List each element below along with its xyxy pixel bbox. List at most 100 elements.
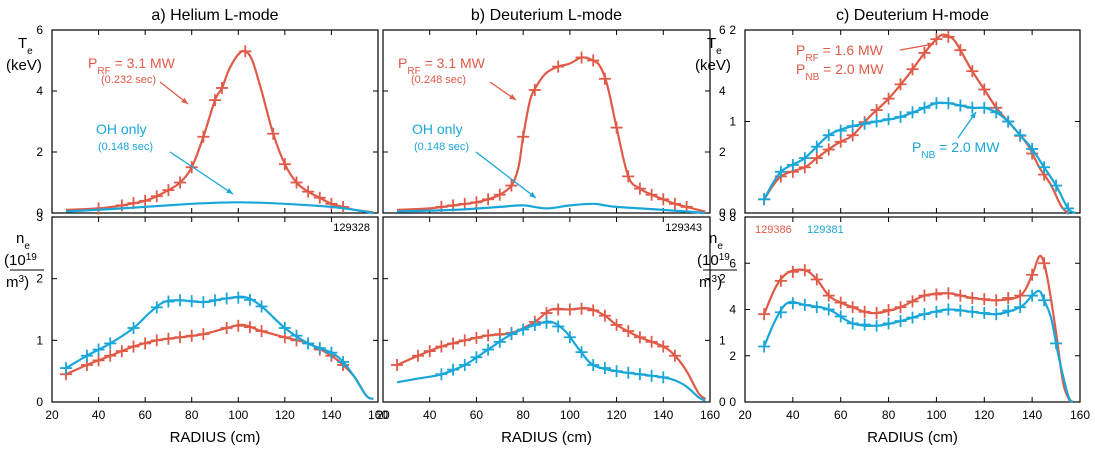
annotation-arrow-nb-head (970, 112, 976, 119)
x-tick-label: 60 (138, 408, 152, 422)
y-tick-label: 4 (719, 84, 726, 98)
x-tick-label: 120 (607, 408, 627, 422)
x-axis-label: RADIUS (cm) (501, 429, 592, 446)
y-tick-label: 4 (36, 84, 43, 98)
annotation-arrow-oh-head (226, 188, 233, 194)
x-tick-label: 100 (228, 408, 248, 422)
series-line-blue (396, 202, 706, 215)
y-tick-label: 2 (36, 145, 43, 159)
panel-a-top: 0 2 4 6 (36, 23, 379, 220)
x-tick-label: 20 (45, 408, 59, 422)
y-axis-label: Te (707, 35, 722, 57)
panel-title: a) Helium L-mode (151, 7, 278, 24)
x-tick-label: 160 (1070, 408, 1090, 422)
y-tick-label: 3 (36, 210, 43, 224)
annotation-arrow-rf-head (927, 42, 934, 48)
x-tick-label: 120 (275, 408, 295, 422)
y-tick-label: 6 (729, 256, 736, 270)
x-tick-label: 140 (653, 408, 673, 422)
annotation-nb-power: PNB = 2.0 MW (796, 61, 884, 83)
y-tick-label: 6 (36, 23, 43, 37)
y-axis-unit-bottom: m3) (699, 274, 722, 292)
y-axis-unit: (keV) (6, 57, 42, 74)
x-tick-label: 140 (1022, 408, 1042, 422)
series-line-red (65, 323, 374, 400)
panel-title: c) Deuterium H-mode (836, 7, 989, 24)
y-tick-label: 1 (729, 115, 736, 129)
annotation-rf-time: (0.232 sec) (101, 74, 156, 86)
x-tick-label: 100 (926, 408, 946, 422)
panel-frame (382, 29, 711, 214)
annotation-arrow-oh (169, 151, 234, 195)
shot-number-red: 129386 (755, 224, 792, 236)
panel-frame (51, 29, 379, 214)
titles-layer: a) Helium L-mode b) Deuterium L-mode c) De… (151, 7, 989, 24)
x-tick-label: 60 (834, 408, 848, 422)
annotation-oh-only: OH only (96, 121, 147, 137)
y-tick-label: 0 (36, 206, 43, 220)
x-tick-label: 20 (376, 408, 390, 422)
series-line-red (763, 254, 1072, 403)
annotation-nb-blue: PNB = 2.0 MW (912, 139, 1000, 161)
annotation-rf-power: PRF = 3.1 MW (88, 55, 176, 77)
y-axis-unit-top: (1019 (697, 252, 730, 270)
annotation-rf-time: (0.248 sec) (411, 74, 466, 86)
y-tick-label: 2 (719, 145, 726, 159)
panel-c-top: 0 1 2 (729, 23, 1081, 220)
y-tick-label: 8 (729, 210, 736, 224)
x-tick-label: 60 (470, 408, 484, 422)
y-tick-label: 3 (719, 210, 726, 224)
y-tick-label: 0 (36, 395, 43, 409)
panel-a-bottom: 20 40 60 80 100 120 140 160 0 1 2 3 129328 (36, 210, 388, 422)
annotation-rf-power: PRF = 3.1 MW (398, 55, 486, 77)
shot-number: 129343 (665, 222, 702, 234)
y-tick-label: 0 (729, 206, 736, 220)
y-tick-label: 1 (36, 333, 43, 347)
annotation-oh-time: (0.148 sec) (414, 141, 469, 153)
annotations-layer: PRF = 3.1 MW(0.232 sec)OH only(0.148 sec… (88, 42, 1000, 199)
series-line-blue (396, 320, 706, 402)
y-axis-label: Te (18, 35, 33, 57)
x-tick-label: 80 (516, 408, 530, 422)
panel-b-top: 0 2 4 6 (382, 23, 726, 220)
panel-c-bottom: 20 40 60 80 100 120 140 160 0 2 4 6 8 129386 129381 (729, 210, 1090, 422)
panel-title: b) Deuterium L-mode (471, 7, 622, 24)
annotation-arrow-rf-head (181, 97, 188, 104)
series-line-red (396, 56, 706, 213)
shot-number-blue: 129381 (807, 224, 844, 236)
y-tick-label: 1 (719, 333, 726, 347)
x-tick-label: 80 (185, 408, 199, 422)
annotation-arrow-oh (475, 151, 537, 199)
y-axis-unit: (keV) (695, 57, 731, 74)
x-tick-label: 100 (560, 408, 580, 422)
y-tick-label: 4 (729, 303, 736, 317)
series-line-blue (65, 201, 374, 215)
x-tick-label: 40 (786, 408, 800, 422)
y-tick-label: 2 (729, 349, 736, 363)
panel-frame (51, 216, 379, 403)
x-tick-label: 120 (974, 408, 994, 422)
y-axis-unit-top: (1019 (4, 252, 37, 270)
x-tick-label: 40 (92, 408, 106, 422)
x-axis-label: RADIUS (cm) (170, 429, 261, 446)
y-axis-unit-bottom: m3) (6, 274, 29, 292)
x-tick-label: 160 (700, 408, 720, 422)
annotation-oh-time: (0.148 sec) (98, 141, 153, 153)
panel-frame (382, 216, 711, 403)
y-tick-label: 2 (719, 272, 726, 286)
series-line-blue (763, 289, 1074, 403)
y-axis-label: ne (16, 230, 30, 252)
annotation-arrow-oh-head (529, 191, 536, 198)
y-tick-label: 0 (719, 206, 726, 220)
x-tick-label: 160 (368, 408, 388, 422)
x-tick-label: 140 (321, 408, 341, 422)
y-tick-label: 6 (719, 23, 726, 37)
x-tick-label: 40 (423, 408, 437, 422)
annotation-oh-only: OH only (412, 121, 463, 137)
y-axis-label: ne (709, 230, 723, 252)
series-line-blue (65, 295, 374, 400)
shot-number: 129328 (333, 222, 370, 234)
